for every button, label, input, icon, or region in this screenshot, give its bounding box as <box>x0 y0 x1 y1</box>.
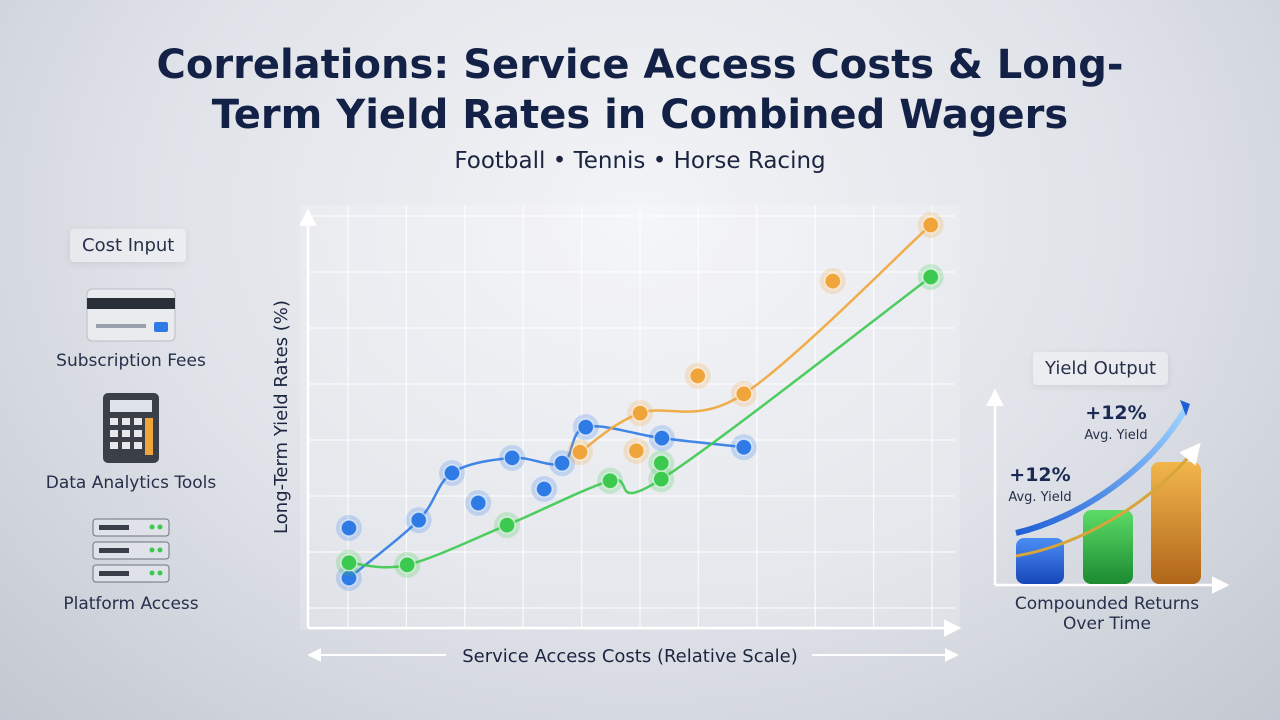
title: Correlations: Service Access Costs & Lon… <box>156 42 1124 138</box>
point <box>735 385 753 403</box>
point <box>398 556 416 574</box>
subtitle: Football • Tennis • Horse Racing <box>454 148 826 174</box>
point <box>503 449 521 467</box>
cost-input-heading: Cost Input <box>70 229 187 262</box>
point <box>653 429 671 447</box>
calculator-icon <box>103 393 159 463</box>
series-line <box>579 224 932 454</box>
cost-item: Subscription Fees <box>56 351 206 371</box>
point <box>553 454 571 472</box>
y-axis-label: Long-Term Yield Rates (%) <box>271 300 292 534</box>
x-axis-label: Service Access Costs (Relative Scale) <box>462 646 798 667</box>
marks <box>335 211 944 591</box>
point <box>577 418 595 436</box>
yield-caption: Compounded Returns Over Time <box>1014 594 1200 634</box>
point <box>735 438 753 456</box>
point <box>921 268 940 286</box>
point <box>689 367 707 385</box>
yield-note: Avg. Yield <box>1084 428 1148 443</box>
point <box>601 472 619 490</box>
yield-label: +12% <box>1009 464 1071 486</box>
point <box>469 494 487 512</box>
point <box>921 216 940 234</box>
point <box>627 442 646 460</box>
point <box>824 272 842 290</box>
yield-output-heading: Yield Output <box>1033 352 1169 385</box>
cost-item: Platform Access <box>63 594 199 614</box>
card-icon <box>86 288 176 342</box>
grid <box>308 205 955 628</box>
point <box>340 554 358 572</box>
point <box>631 404 649 422</box>
point <box>443 464 461 482</box>
cost-item: Data Analytics Tools <box>45 473 217 493</box>
yield-note: Avg. Yield <box>1008 490 1072 505</box>
point <box>498 516 516 534</box>
server-icon <box>92 518 170 583</box>
point <box>535 480 553 498</box>
point <box>340 519 358 537</box>
point <box>652 454 671 472</box>
yield-mini-chart <box>986 388 1230 594</box>
point <box>571 443 589 461</box>
point <box>409 511 428 529</box>
yield-label: +12% <box>1085 402 1147 424</box>
